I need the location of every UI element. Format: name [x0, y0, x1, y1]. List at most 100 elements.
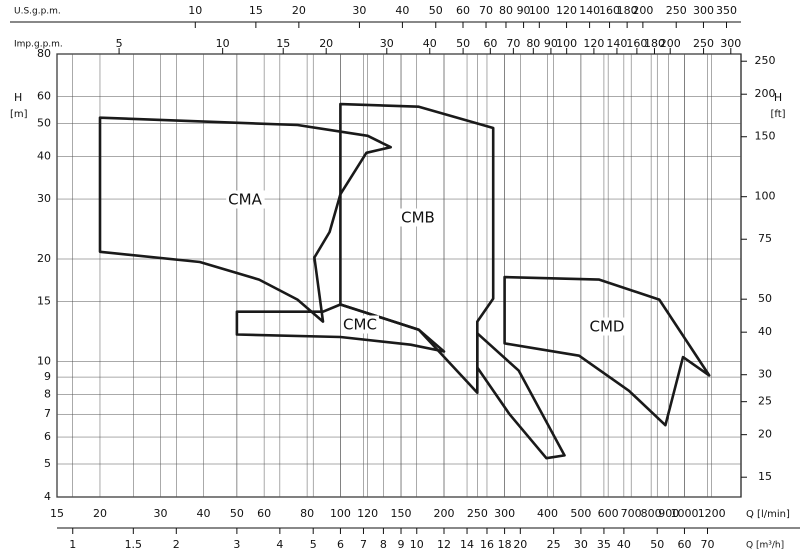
y-tick-label: 80	[37, 47, 51, 60]
secondary-tick-label: 40	[395, 4, 409, 17]
x-tick-label: 60	[257, 507, 271, 520]
secondary-tick-label: 5	[310, 538, 317, 551]
secondary-tick-label: 70	[700, 538, 714, 551]
y-tick-label: 40	[37, 150, 51, 163]
x-tick-label: 250	[467, 507, 488, 520]
secondary-tick-label: 6	[337, 538, 344, 551]
secondary-tick-label: 40	[617, 538, 631, 551]
secondary-tick-label: 10	[216, 37, 230, 50]
secondary-tick-label: 100	[529, 4, 550, 17]
x-tick-label: 50	[230, 507, 244, 520]
y2-unit: [ft]	[770, 109, 785, 120]
x-tick-label: 120	[357, 507, 378, 520]
x-tick-label: 800	[641, 507, 662, 520]
secondary-tick-label: 120	[556, 4, 577, 17]
secondary-tick-label: 60	[456, 4, 470, 17]
secondary-tick-label: 15	[249, 4, 263, 17]
y-tick-label: 60	[37, 90, 51, 103]
y2-tick-label: 150	[755, 130, 776, 143]
y2-tick-label: 25	[758, 395, 772, 408]
region-label-bg	[226, 190, 265, 209]
secondary-tick-label: 60	[483, 37, 497, 50]
y-tick-label: 4	[44, 490, 51, 503]
y-tick-label: 6	[44, 430, 51, 443]
region-label: CMC	[343, 316, 377, 334]
x-tick-label: 500	[570, 507, 591, 520]
y-label: H	[14, 91, 22, 104]
x-label: Q [l/min]	[746, 509, 790, 520]
y-tick-label: 15	[37, 295, 51, 308]
y-tick-label: 20	[37, 252, 51, 265]
secondary-tick-label: 18	[498, 538, 512, 551]
secondary-tick-label: 70	[479, 4, 493, 17]
y2-tick-label: 100	[755, 190, 776, 203]
secondary-tick-label: 90	[544, 37, 558, 50]
x-tick-label: 200	[434, 507, 455, 520]
secondary-tick-label: 250	[693, 37, 714, 50]
x-tick-label: 100	[330, 507, 351, 520]
x-tick-label: 1200	[698, 507, 726, 520]
y-tick-label: 50	[37, 117, 51, 130]
region-label-bg	[587, 317, 627, 336]
secondary-tick-label: 5	[116, 37, 123, 50]
region-label-bg	[341, 315, 379, 334]
y2-tick-label: 75	[758, 232, 772, 245]
y2-tick-label: 30	[758, 368, 772, 381]
region-label: CMD	[590, 318, 625, 336]
x-tick-label: 600	[598, 507, 619, 520]
y-tick-label: 9	[44, 370, 51, 383]
y2-tick-label: 15	[758, 470, 772, 483]
secondary-tick-label: 20	[319, 37, 333, 50]
region-label-bg	[399, 208, 437, 227]
secondary-tick-label: 9	[398, 538, 405, 551]
secondary-tick-label: 90	[517, 4, 531, 17]
secondary-axis-label: Q [m³/h]	[746, 541, 784, 551]
region-label: CMA	[228, 191, 262, 209]
secondary-tick-label: 140	[606, 37, 627, 50]
secondary-tick-label: 200	[660, 37, 681, 50]
secondary-tick-label: 140	[579, 4, 600, 17]
y2-tick-label: 40	[758, 325, 772, 338]
secondary-tick-label: 50	[456, 37, 470, 50]
secondary-tick-label: 300	[720, 37, 741, 50]
y-tick-label: 5	[44, 457, 51, 470]
secondary-tick-label: 25	[547, 538, 561, 551]
secondary-tick-label: 350	[716, 4, 737, 17]
secondary-tick-label: 40	[423, 37, 437, 50]
secondary-tick-label: 20	[513, 538, 527, 551]
x-tick-label: 300	[494, 507, 515, 520]
y2-tick-label: 200	[755, 87, 776, 100]
secondary-tick-label: 80	[499, 4, 513, 17]
x-tick-label: 80	[300, 507, 314, 520]
y2-tick-label: 20	[758, 428, 772, 441]
secondary-tick-label: 60	[677, 538, 691, 551]
region-outline	[235, 303, 446, 353]
secondary-axis-label: U.S.g.p.m.	[14, 7, 61, 17]
x-tick-label: 40	[197, 507, 211, 520]
secondary-tick-label: 4	[276, 538, 283, 551]
y-unit: [m]	[10, 109, 28, 120]
secondary-tick-label: 35	[597, 538, 611, 551]
x-tick-label: 900	[658, 507, 679, 520]
x-tick-label: 700	[621, 507, 642, 520]
secondary-tick-label: 15	[276, 37, 290, 50]
secondary-tick-label: 100	[556, 37, 577, 50]
secondary-tick-label: 120	[583, 37, 604, 50]
secondary-tick-label: 7	[360, 538, 367, 551]
secondary-tick-label: 250	[666, 4, 687, 17]
x-tick-label: 1000	[670, 507, 698, 520]
x-tick-label: 150	[391, 507, 412, 520]
y-tick-label: 7	[44, 407, 51, 420]
secondary-tick-label: 14	[460, 538, 474, 551]
secondary-tick-label: 10	[410, 538, 424, 551]
y2-tick-label: 50	[758, 292, 772, 305]
secondary-tick-label: 2	[173, 538, 180, 551]
secondary-tick-label: 1.5	[125, 538, 143, 551]
y-tick-label: 30	[37, 192, 51, 205]
x-tick-label: 20	[93, 507, 107, 520]
secondary-tick-label: 30	[574, 538, 588, 551]
secondary-tick-label: 16	[480, 538, 494, 551]
secondary-tick-label: 3	[233, 538, 240, 551]
x-tick-label: 15	[50, 507, 64, 520]
